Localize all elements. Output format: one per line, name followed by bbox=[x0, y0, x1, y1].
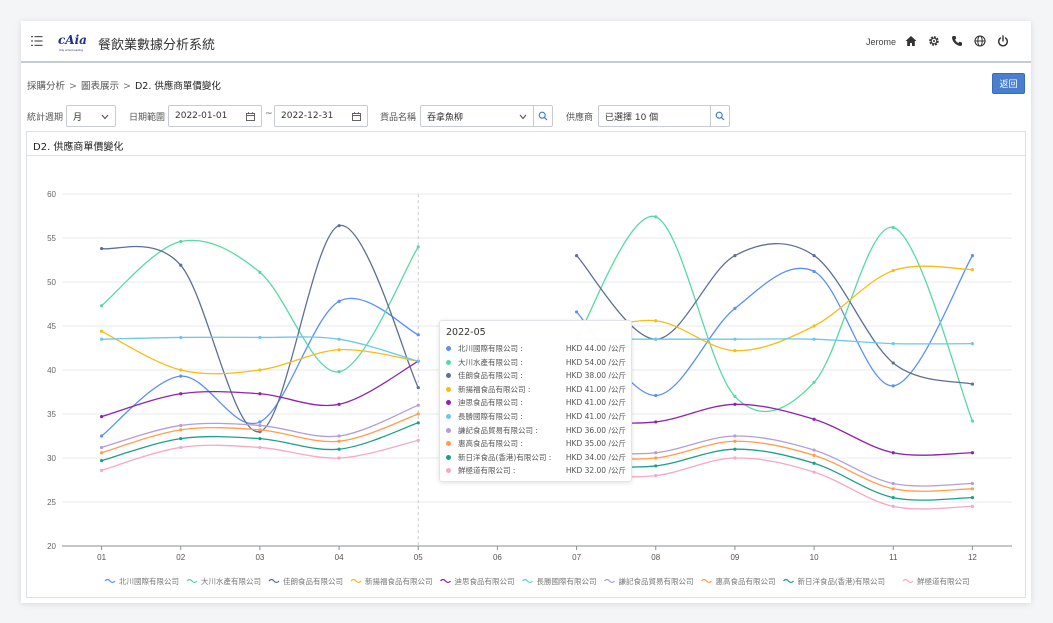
chart-panel: D2. 供應商單價變化 bbox=[26, 131, 1026, 598]
breadcrumb-item[interactable]: 採購分析 bbox=[27, 81, 66, 92]
tooltip-series-name: 迪思食品有限公司 : bbox=[458, 398, 523, 408]
tooltip-row: 新日洋食品(香港)有限公司 : HKD 34.00 /公斤 bbox=[446, 452, 626, 466]
search-icon bbox=[538, 111, 548, 121]
logo: cAia bbox=[58, 33, 87, 47]
product-search-button[interactable] bbox=[533, 105, 553, 127]
tooltip-row: 迪思食品有限公司 : HKD 41.00 /公斤 bbox=[446, 397, 626, 411]
tooltip-series-name: 鮮極道有限公司 : bbox=[458, 466, 516, 476]
tooltip-row: 北川國際有限公司 : HKD 44.00 /公斤 bbox=[446, 343, 626, 357]
chevron-down-icon bbox=[519, 114, 527, 120]
breadcrumb-separator: > bbox=[69, 81, 77, 92]
date-to-input[interactable]: 2022-12-31 bbox=[274, 105, 368, 127]
tooltip-series-value: HKD 44.00 /公斤 bbox=[565, 344, 626, 353]
tooltip-series-dot bbox=[446, 359, 451, 365]
breadcrumb-current: D2. 供應商單價變化 bbox=[134, 81, 221, 92]
tooltip-row: 新揚福食品有限公司 : HKD 41.00 /公斤 bbox=[446, 384, 626, 398]
tooltip-series-dot bbox=[446, 414, 451, 419]
filter-bar: 統計週期 月 日期範圍 2022-01-01 ~ 2022-12-31 貨品名稱… bbox=[21, 105, 1031, 127]
tooltip-series-name: 謙記食品貿易有限公司 : bbox=[458, 425, 538, 435]
tooltip-series-value: HKD 41.00 /公斤 bbox=[565, 398, 626, 408]
breadcrumb-item[interactable]: 圖表展示 bbox=[80, 81, 119, 92]
panel-title: D2. 供應商單價變化 bbox=[27, 132, 1025, 156]
chevron-down-icon bbox=[101, 114, 109, 120]
period-value: 月 bbox=[73, 112, 83, 123]
tooltip-row: 鮮極道有限公司 : HKD 32.00 /公斤 bbox=[446, 465, 626, 479]
tooltip-series-value: HKD 32.00 /公斤 bbox=[565, 466, 626, 476]
tooltip-series-name: 佳朗食品有限公司 : bbox=[458, 371, 523, 381]
tooltip-series-name: 新揚福食品有限公司 : bbox=[458, 384, 531, 394]
tooltip-series-dot bbox=[446, 346, 451, 351]
search-icon bbox=[715, 111, 725, 121]
tooltip-series-value: HKD 36.00 /公斤 bbox=[565, 425, 626, 435]
top-bar: cAia City of Accounting 餐飲業數據分析系統 Jerome bbox=[21, 21, 1031, 63]
product-select[interactable]: 吞拿魚柳 bbox=[420, 105, 534, 127]
tooltip-series-dot bbox=[446, 373, 451, 379]
date-to-value: 2022-12-31 bbox=[281, 111, 334, 121]
tooltip-series-name: 長勝國際有限公司 : bbox=[458, 412, 523, 421]
gear-icon[interactable] bbox=[927, 34, 941, 48]
tooltip-series-value: HKD 38.00 /公斤 bbox=[565, 371, 626, 381]
tooltip-series-name: 惠高食品有限公司 : bbox=[458, 439, 523, 449]
breadcrumb-separator: > bbox=[123, 81, 131, 92]
supplier-label: 供應商 bbox=[566, 113, 594, 123]
date-from-value: 2022-01-01 bbox=[175, 111, 228, 121]
tooltip-series-value: HKD 41.00 /公斤 bbox=[565, 384, 626, 394]
tooltip-series-value: HKD 41.00 /公斤 bbox=[565, 412, 626, 421]
tooltip-row: 大川水產有限公司 : HKD 54.00 /公斤 bbox=[446, 357, 626, 371]
tooltip-series-dot bbox=[446, 441, 451, 447]
date-separator: ~ bbox=[265, 109, 273, 119]
breadcrumb: 採購分析 > 圖表展示 > D2. 供應商單價變化 bbox=[27, 78, 221, 92]
tooltip-series-value: HKD 34.00 /公斤 bbox=[565, 452, 626, 462]
date-label: 日期範圍 bbox=[129, 113, 166, 123]
tooltip-series-dot bbox=[446, 468, 451, 474]
chart-tooltip: 2022-05 北川國際有限公司 : HKD 44.00 /公斤大川水產有限公司 … bbox=[439, 320, 632, 482]
supplier-value: 已選擇 10 個 bbox=[605, 112, 659, 123]
tooltip-series-value: HKD 54.00 /公斤 bbox=[565, 357, 626, 367]
tooltip-series-value: HKD 35.00 /公斤 bbox=[565, 439, 626, 449]
phone-icon[interactable] bbox=[950, 34, 964, 48]
date-from-input[interactable]: 2022-01-01 bbox=[168, 105, 262, 127]
tooltip-row: 謙記食品貿易有限公司 : HKD 36.00 /公斤 bbox=[446, 425, 626, 439]
tooltip-series-dot bbox=[446, 454, 451, 460]
main-card: cAia City of Accounting 餐飲業數據分析系統 Jerome… bbox=[21, 21, 1031, 603]
home-icon[interactable] bbox=[904, 34, 918, 48]
logo-subtext: City of Accounting bbox=[59, 48, 84, 52]
supplier-input[interactable]: 已選擇 10 個 bbox=[598, 105, 711, 127]
app-title: 餐飲業數據分析系統 bbox=[98, 38, 216, 53]
tooltip-series-name: 新日洋食品(香港)有限公司 : bbox=[458, 452, 552, 462]
product-label: 貨品名稱 bbox=[380, 113, 417, 123]
menu-icon[interactable] bbox=[31, 35, 43, 47]
power-icon[interactable] bbox=[996, 34, 1010, 48]
period-select[interactable]: 月 bbox=[66, 105, 116, 127]
supplier-search-button[interactable] bbox=[710, 105, 730, 127]
calendar-icon[interactable] bbox=[352, 112, 361, 121]
user-name[interactable]: Jerome bbox=[866, 37, 897, 47]
tooltip-row: 長勝國際有限公司 : HKD 41.00 /公斤 bbox=[446, 411, 626, 425]
globe-icon[interactable] bbox=[973, 34, 987, 48]
tooltip-series-dot bbox=[446, 386, 451, 392]
tooltip-row: 佳朗食品有限公司 : HKD 38.00 /公斤 bbox=[446, 370, 626, 384]
tooltip-series-dot bbox=[446, 400, 451, 406]
tooltip-series-name: 北川國際有限公司 : bbox=[458, 344, 523, 353]
tooltip-series-name: 大川水產有限公司 : bbox=[458, 357, 523, 367]
tooltip-series-dot bbox=[446, 427, 451, 433]
product-value: 吞拿魚柳 bbox=[427, 112, 464, 123]
back-button[interactable]: 返回 bbox=[992, 73, 1025, 94]
period-label: 統計週期 bbox=[27, 113, 64, 123]
tooltip-title: 2022-05 bbox=[446, 327, 486, 338]
calendar-icon[interactable] bbox=[246, 112, 255, 121]
tooltip-row: 惠高食品有限公司 : HKD 35.00 /公斤 bbox=[446, 438, 626, 452]
